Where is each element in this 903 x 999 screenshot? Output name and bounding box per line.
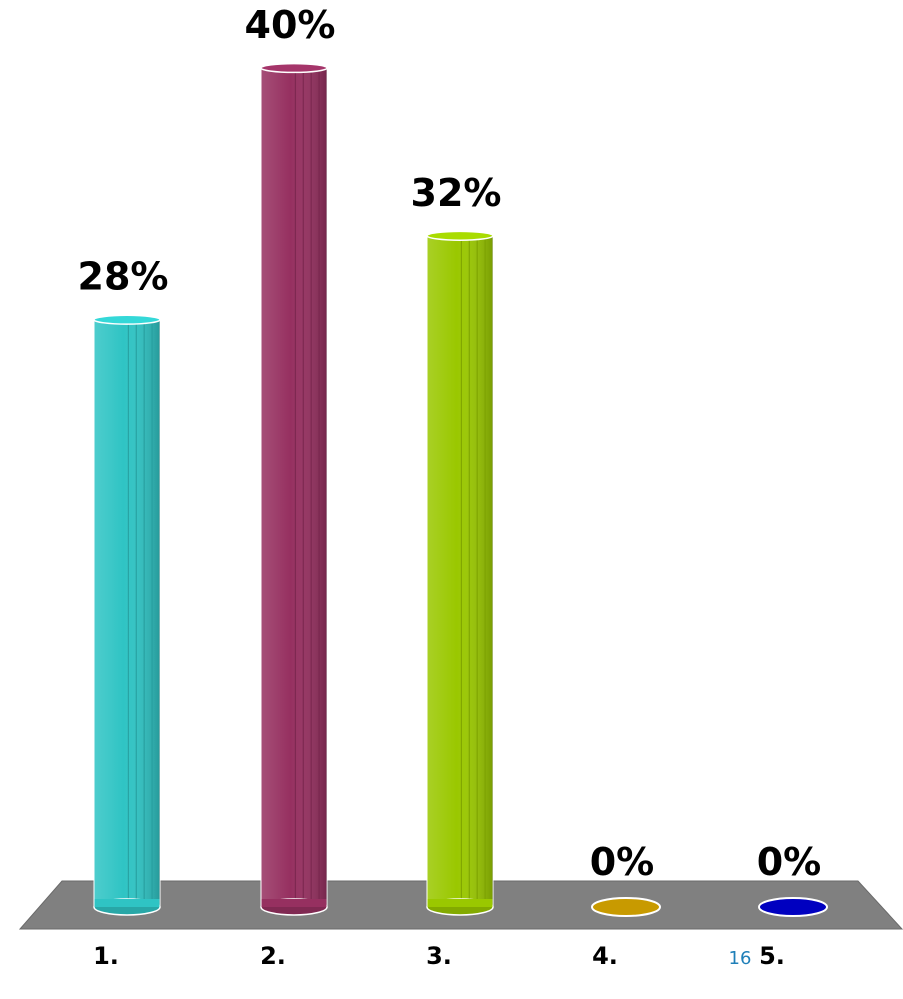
category-label-3: 3. (426, 942, 452, 970)
bar-2 (260, 62, 328, 916)
bar-4 (591, 897, 661, 917)
bar-3 (426, 230, 494, 916)
value-label-3: 32% (411, 171, 502, 215)
bars-group (93, 62, 828, 917)
category-label-2: 2. (260, 942, 286, 970)
category-labels-group: 1. 2. 3. 4. 5. (93, 942, 785, 970)
value-label-4: 0% (590, 840, 655, 884)
category-label-1: 1. (93, 942, 119, 970)
value-labels-group: 28% 40% 32% 0% 0% (78, 3, 822, 884)
bar-5 (758, 897, 828, 917)
category-label-4: 4. (592, 942, 618, 970)
category-label-5: 5. (759, 942, 785, 970)
page-number: 16 (729, 948, 752, 969)
value-label-1: 28% (78, 255, 169, 299)
value-label-2: 40% (245, 3, 336, 47)
value-label-5: 0% (757, 840, 822, 884)
bar-1 (93, 314, 161, 916)
